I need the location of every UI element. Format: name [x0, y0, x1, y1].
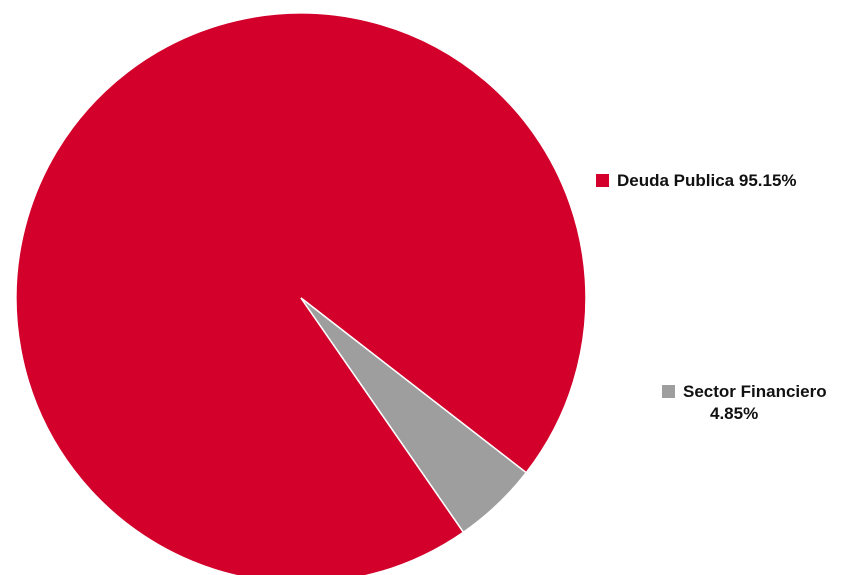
legend-entry-sector-financiero: Sector Financiero 4.85%: [662, 381, 862, 425]
legend-value-sector-financiero: 4.85%: [710, 404, 759, 423]
legend-swatch-sector-financiero: [662, 385, 675, 398]
legend-entry-deuda-publica: Deuda Publica 95.15%: [596, 170, 797, 192]
legend-label-deuda-publica: Deuda Publica: [617, 171, 735, 190]
legend-label-sector-financiero: Sector Financiero: [683, 382, 827, 401]
pie-slice-sector-financiero: [300, 297, 528, 534]
legend-value-deuda-publica: 95.15%: [738, 171, 797, 190]
pie-slice-deuda-publica: [15, 12, 587, 575]
legend-swatch-deuda-publica: [596, 174, 609, 187]
